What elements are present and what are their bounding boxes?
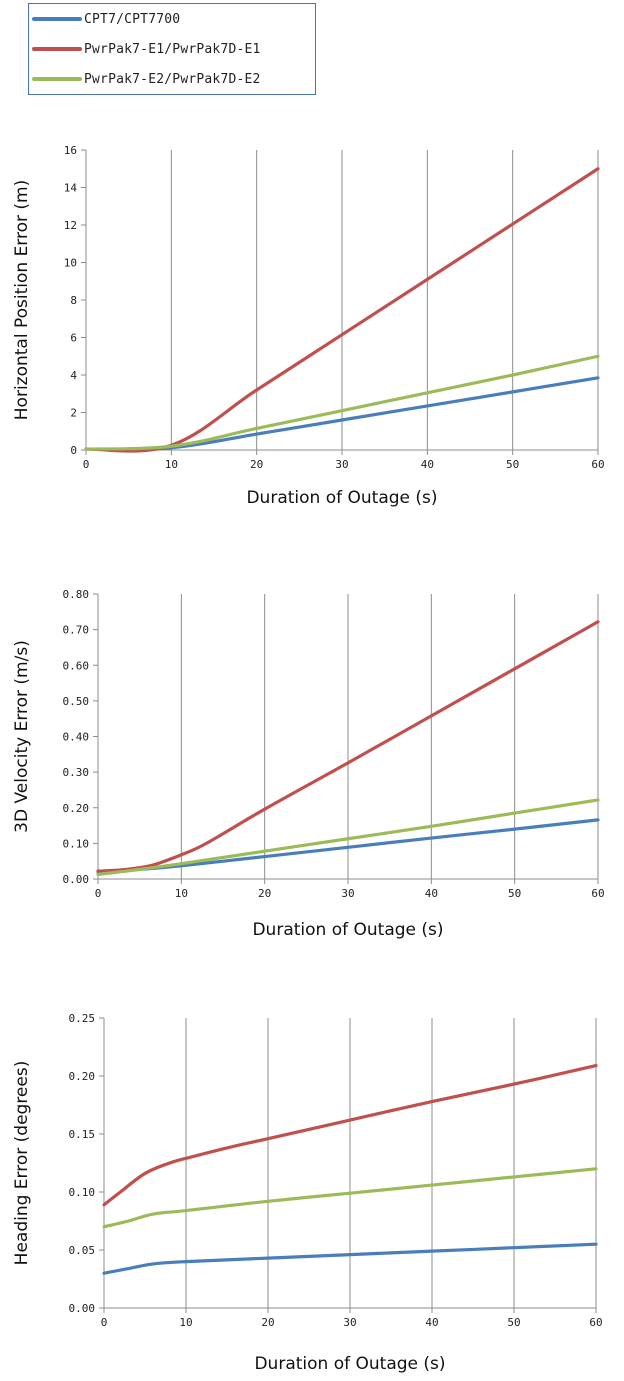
- y-tick-label: 4: [70, 369, 77, 382]
- y-tick-label: 0.00: [69, 1302, 96, 1315]
- y-tick-label: 8: [70, 294, 77, 307]
- x-tick-label: 60: [591, 887, 604, 900]
- y-tick-label: 0.10: [69, 1186, 96, 1199]
- y-tick-label: 0.25: [69, 1012, 96, 1025]
- x-tick-label: 50: [507, 1316, 520, 1329]
- x-tick-label: 10: [165, 458, 178, 471]
- y-tick-label: 0.30: [63, 766, 90, 779]
- x-tick-label: 10: [179, 1316, 192, 1329]
- x-tick-label: 40: [425, 887, 438, 900]
- y-tick-label: 0.80: [63, 588, 90, 601]
- y-tick-label: 14: [64, 182, 78, 195]
- y-axis-title: Heading Error (degrees): [12, 1061, 32, 1266]
- legend-item-cpt7: CPT7/CPT7700: [29, 9, 180, 29]
- legend-item-pwrpak7-e1: PwrPak7-E1/PwrPak7D-E1: [29, 39, 261, 59]
- y-tick-label: 0.50: [63, 695, 90, 708]
- x-axis-title: Duration of Outage (s): [252, 920, 443, 940]
- heading-error-chart: 0.00 0.05 0.10 0.15 0.20 0.25 0 10 20 30 40 50 60 Dur…: [12, 1012, 603, 1374]
- x-tick-label: 10: [175, 887, 188, 900]
- y-tick-label: 0.70: [63, 624, 90, 637]
- y-tick-label: 0.15: [69, 1128, 96, 1141]
- x-tick-label: 30: [343, 1316, 356, 1329]
- x-tick-label: 60: [591, 458, 604, 471]
- y-tick-label: 0.05: [69, 1244, 96, 1257]
- legend-swatch: [32, 47, 82, 51]
- y-tick-label: 0.10: [63, 837, 90, 850]
- x-tick-label: 60: [589, 1316, 602, 1329]
- series-line-pwrpak7-e2-pwrpak7d-e2: [102, 1167, 598, 1229]
- y-tick-label: 0.20: [63, 802, 90, 815]
- y-tick-label: 0.60: [63, 659, 90, 672]
- x-tick-label: 20: [261, 1316, 274, 1329]
- y-tick-label: 0.40: [63, 731, 90, 744]
- x-tick-label: 0: [101, 1316, 108, 1329]
- legend-label: CPT7/CPT7700: [84, 11, 181, 27]
- y-tick-label: 6: [70, 332, 77, 345]
- x-tick-label: 20: [258, 887, 271, 900]
- series-line-pwrpak7-e2-pwrpak7d-e2: [84, 354, 600, 451]
- series-line-pwrpak7-e1-pwrpak7d-e1: [102, 1063, 598, 1207]
- x-tick-label: 0: [83, 458, 90, 471]
- y-tick-label: 16: [64, 144, 77, 157]
- series-line-pwrpak7-e1-pwrpak7d-e1: [96, 620, 600, 873]
- x-axis-title: Duration of Outage (s): [254, 1354, 445, 1374]
- x-tick-label: 20: [250, 458, 263, 471]
- x-tick-label: 40: [421, 458, 434, 471]
- y-axis-title: 3D Velocity Error (m/s): [12, 640, 32, 833]
- x-tick-label: 30: [335, 458, 348, 471]
- y-tick-label: 10: [64, 257, 77, 270]
- y-tick-label: 0: [70, 444, 77, 457]
- legend-swatch: [32, 77, 82, 81]
- y-axis-title: Horizontal Position Error (m): [12, 180, 32, 420]
- x-tick-label: 50: [508, 887, 521, 900]
- x-tick-label: 50: [506, 458, 519, 471]
- y-tick-label: 12: [64, 219, 77, 232]
- x-tick-label: 0: [95, 887, 102, 900]
- legend-label: PwrPak7-E2/PwrPak7D-E2: [84, 71, 261, 87]
- x-tick-label: 30: [341, 887, 354, 900]
- legend-swatch: [32, 17, 82, 21]
- legend-item-pwrpak7-e2: PwrPak7-E2/PwrPak7D-E2: [29, 69, 261, 89]
- x-tick-label: 40: [425, 1316, 438, 1329]
- series-line-cpt7-cpt7700: [102, 1242, 598, 1275]
- legend-label: PwrPak7-E1/PwrPak7D-E1: [84, 41, 261, 57]
- velocity-error-chart: 0.00 0.10 0.20 0.30 0.40 0.50 0.60 0.70 0.80 0 10 2…: [12, 588, 605, 940]
- x-axis-title: Duration of Outage (s): [246, 488, 437, 508]
- horizontal-position-error-chart: 0 2 4 6 8 10 12 14 16 0 10 20 30 40 50 60 Duration of Ou…: [12, 144, 605, 508]
- chart-legend: CPT7/CPT7700 PwrPak7-E1/PwrPak7D-E1 PwrP…: [28, 3, 316, 95]
- series-line-pwrpak7-e2-pwrpak7d-e2: [96, 798, 600, 876]
- y-tick-label: 0.20: [69, 1070, 96, 1083]
- y-tick-label: 0.00: [63, 873, 90, 886]
- y-tick-label: 2: [70, 407, 77, 420]
